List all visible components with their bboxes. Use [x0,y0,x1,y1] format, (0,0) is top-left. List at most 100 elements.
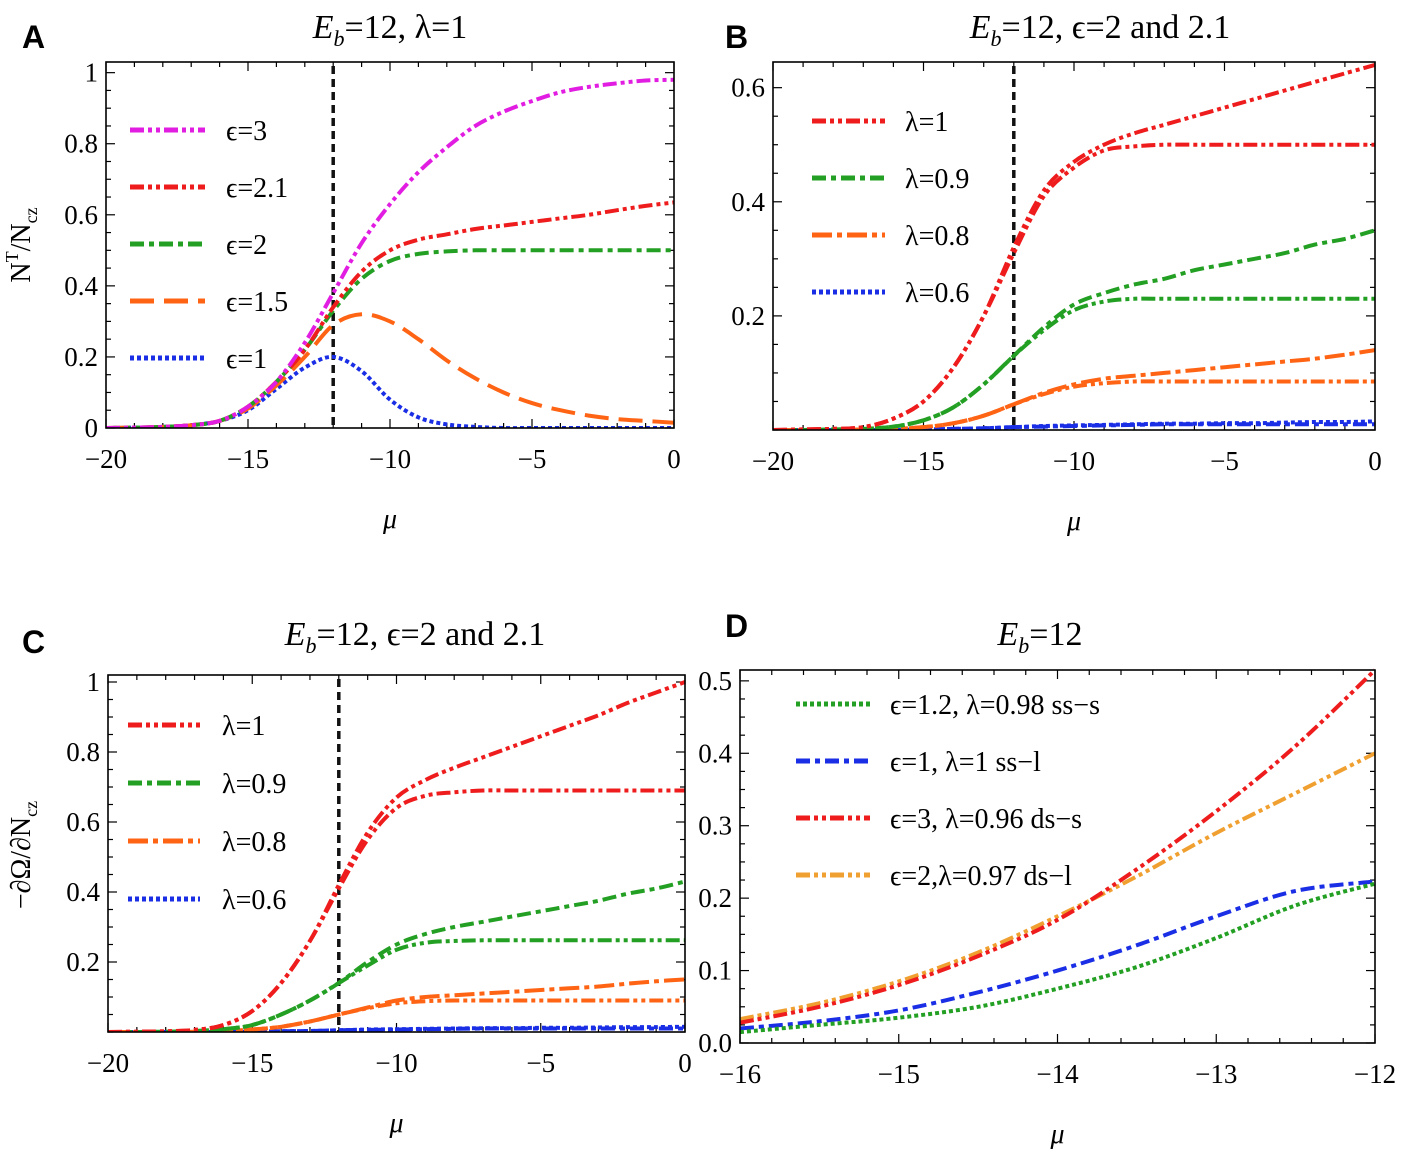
legend-label: ϵ=3, λ=0.96 ds−s [890,804,1082,835]
y-tick-label: 0.8 [66,737,100,767]
panel-label: D [725,608,748,644]
x-axis-label: μ [382,504,397,535]
legend-label: ϵ=1, λ=1 ss−l [890,747,1041,778]
series-line [773,142,1375,430]
y-tick-label: 0.4 [731,187,765,217]
y-label-main: −∂Ω/∂N [6,817,37,909]
series-line [106,312,674,428]
y-tick-label: 0.5 [698,666,732,696]
title-sub: b [1018,633,1029,658]
series-line [773,348,1375,430]
x-tick-label: 0 [667,444,681,474]
series-line [773,228,1375,430]
legend-label: λ=0.9 [222,769,286,800]
y-tick-label: 0.6 [64,200,98,230]
x-tick-label: −15 [878,1059,920,1089]
series-line [108,680,685,1032]
x-tick-label: −15 [231,1048,273,1078]
title-rest: =12, ϵ=2 and 2.1 [317,616,546,653]
series-group [773,62,1375,430]
series-line [108,879,685,1032]
title-sub: b [991,26,1002,51]
title-sub: b [333,26,344,51]
series-line [106,200,674,428]
x-tick-label: −20 [87,1048,129,1078]
y-tick-label: 0.1 [698,956,732,986]
x-tick-label: −5 [518,444,547,474]
panel-label: C [22,624,45,660]
legend-label: ϵ=1.2, λ=0.98 ss−s [890,690,1100,721]
panel-label: A [22,19,45,55]
x-tick-label: −10 [375,1048,417,1078]
panel-b: B Eb=12, ϵ=2 and 2.1 −20 −15 −10 −5 0 0.2 0.4 0.6… [725,9,1382,537]
legend-label: ϵ=2 [226,230,267,261]
series-line [773,379,1375,430]
panel-title: Eb=12 [997,616,1083,658]
y-label-sub: cz [21,207,41,223]
plot-frame [739,669,1376,1044]
x-tick-label: −5 [526,1048,555,1078]
title-main: E [969,9,991,46]
y-label-mid: /N [6,223,37,251]
title-main: E [284,616,306,653]
x-tick-label: −12 [1354,1059,1396,1089]
y-tick-label: 0.4 [64,271,98,301]
legend-label: ϵ=1 [226,344,267,375]
series-line [773,296,1375,430]
series-line [740,668,1375,1025]
x-tick-label: −15 [227,444,269,474]
y-label-sup: T [2,251,22,262]
plot-frame [772,61,1376,431]
title-sub: b [306,633,317,658]
x-tick-label: −20 [752,446,794,476]
plot-frame [105,61,675,429]
title-rest: =12, ϵ=2 and 2.1 [1002,9,1231,46]
panel-title: Eb=12, ϵ=2 and 2.1 [284,616,545,658]
y-tick-label: 0.2 [731,301,765,331]
title-rest: =12, λ=1 [344,9,467,46]
y-tick-label: 0.2 [698,883,732,913]
legend-label: λ=0.6 [905,278,969,309]
legend-label: λ=0.8 [222,827,286,858]
series-line [740,879,1375,1031]
x-tick-label: −16 [719,1059,761,1089]
panel-label: B [725,19,748,55]
y-tick-label: 0.2 [66,947,100,977]
x-tick-label: 0 [678,1048,692,1078]
series-line [108,788,685,1032]
series-group [740,668,1375,1035]
y-axis-label: NT/Ncz [2,207,41,282]
legend-label: ϵ=2.1 [226,173,288,204]
x-axis-label: μ [1049,1119,1064,1150]
panel-c: C Eb=12, ϵ=2 and 2.1 −20 −15 −10 −5 0 0.2 0.4 0.6… [6,616,692,1139]
title-main: E [997,616,1019,653]
panel-title: Eb=12, ϵ=2 and 2.1 [969,9,1230,51]
series-group [106,77,674,428]
series-line [773,419,1375,430]
series-line [773,62,1375,430]
y-tick-label: 0.6 [66,807,100,837]
legend-label: λ=0.8 [905,221,969,252]
legend-label: ϵ=3 [226,116,267,147]
series-line [106,77,674,428]
legend-label: λ=0.6 [222,885,286,916]
y-label-sub: cz [21,801,41,817]
y-axis-label: −∂Ω/∂Ncz [6,801,41,909]
x-tick-label: −15 [902,446,944,476]
y-tick-label: 1 [87,667,101,697]
y-tick-label: 0.3 [698,811,732,841]
title-rest: =12 [1029,616,1082,653]
y-tick-label: 0.2 [64,342,98,372]
series-group [108,680,685,1032]
y-tick-label: 0.4 [698,738,732,768]
series-line [740,881,1375,1035]
x-axis-label: μ [388,1108,403,1139]
x-tick-label: −13 [1195,1059,1237,1089]
x-axis-label: μ [1066,506,1081,537]
y-tick-label: 0.8 [64,129,98,159]
series-line [106,248,674,428]
x-tick-label: −5 [1210,446,1239,476]
series-line [740,751,1375,1022]
panel-a: A Eb=12, λ=1 −20 −15 −10 −5 0 0 0.2 0.4 0.6 0.8 1 μ NT… [2,9,681,535]
